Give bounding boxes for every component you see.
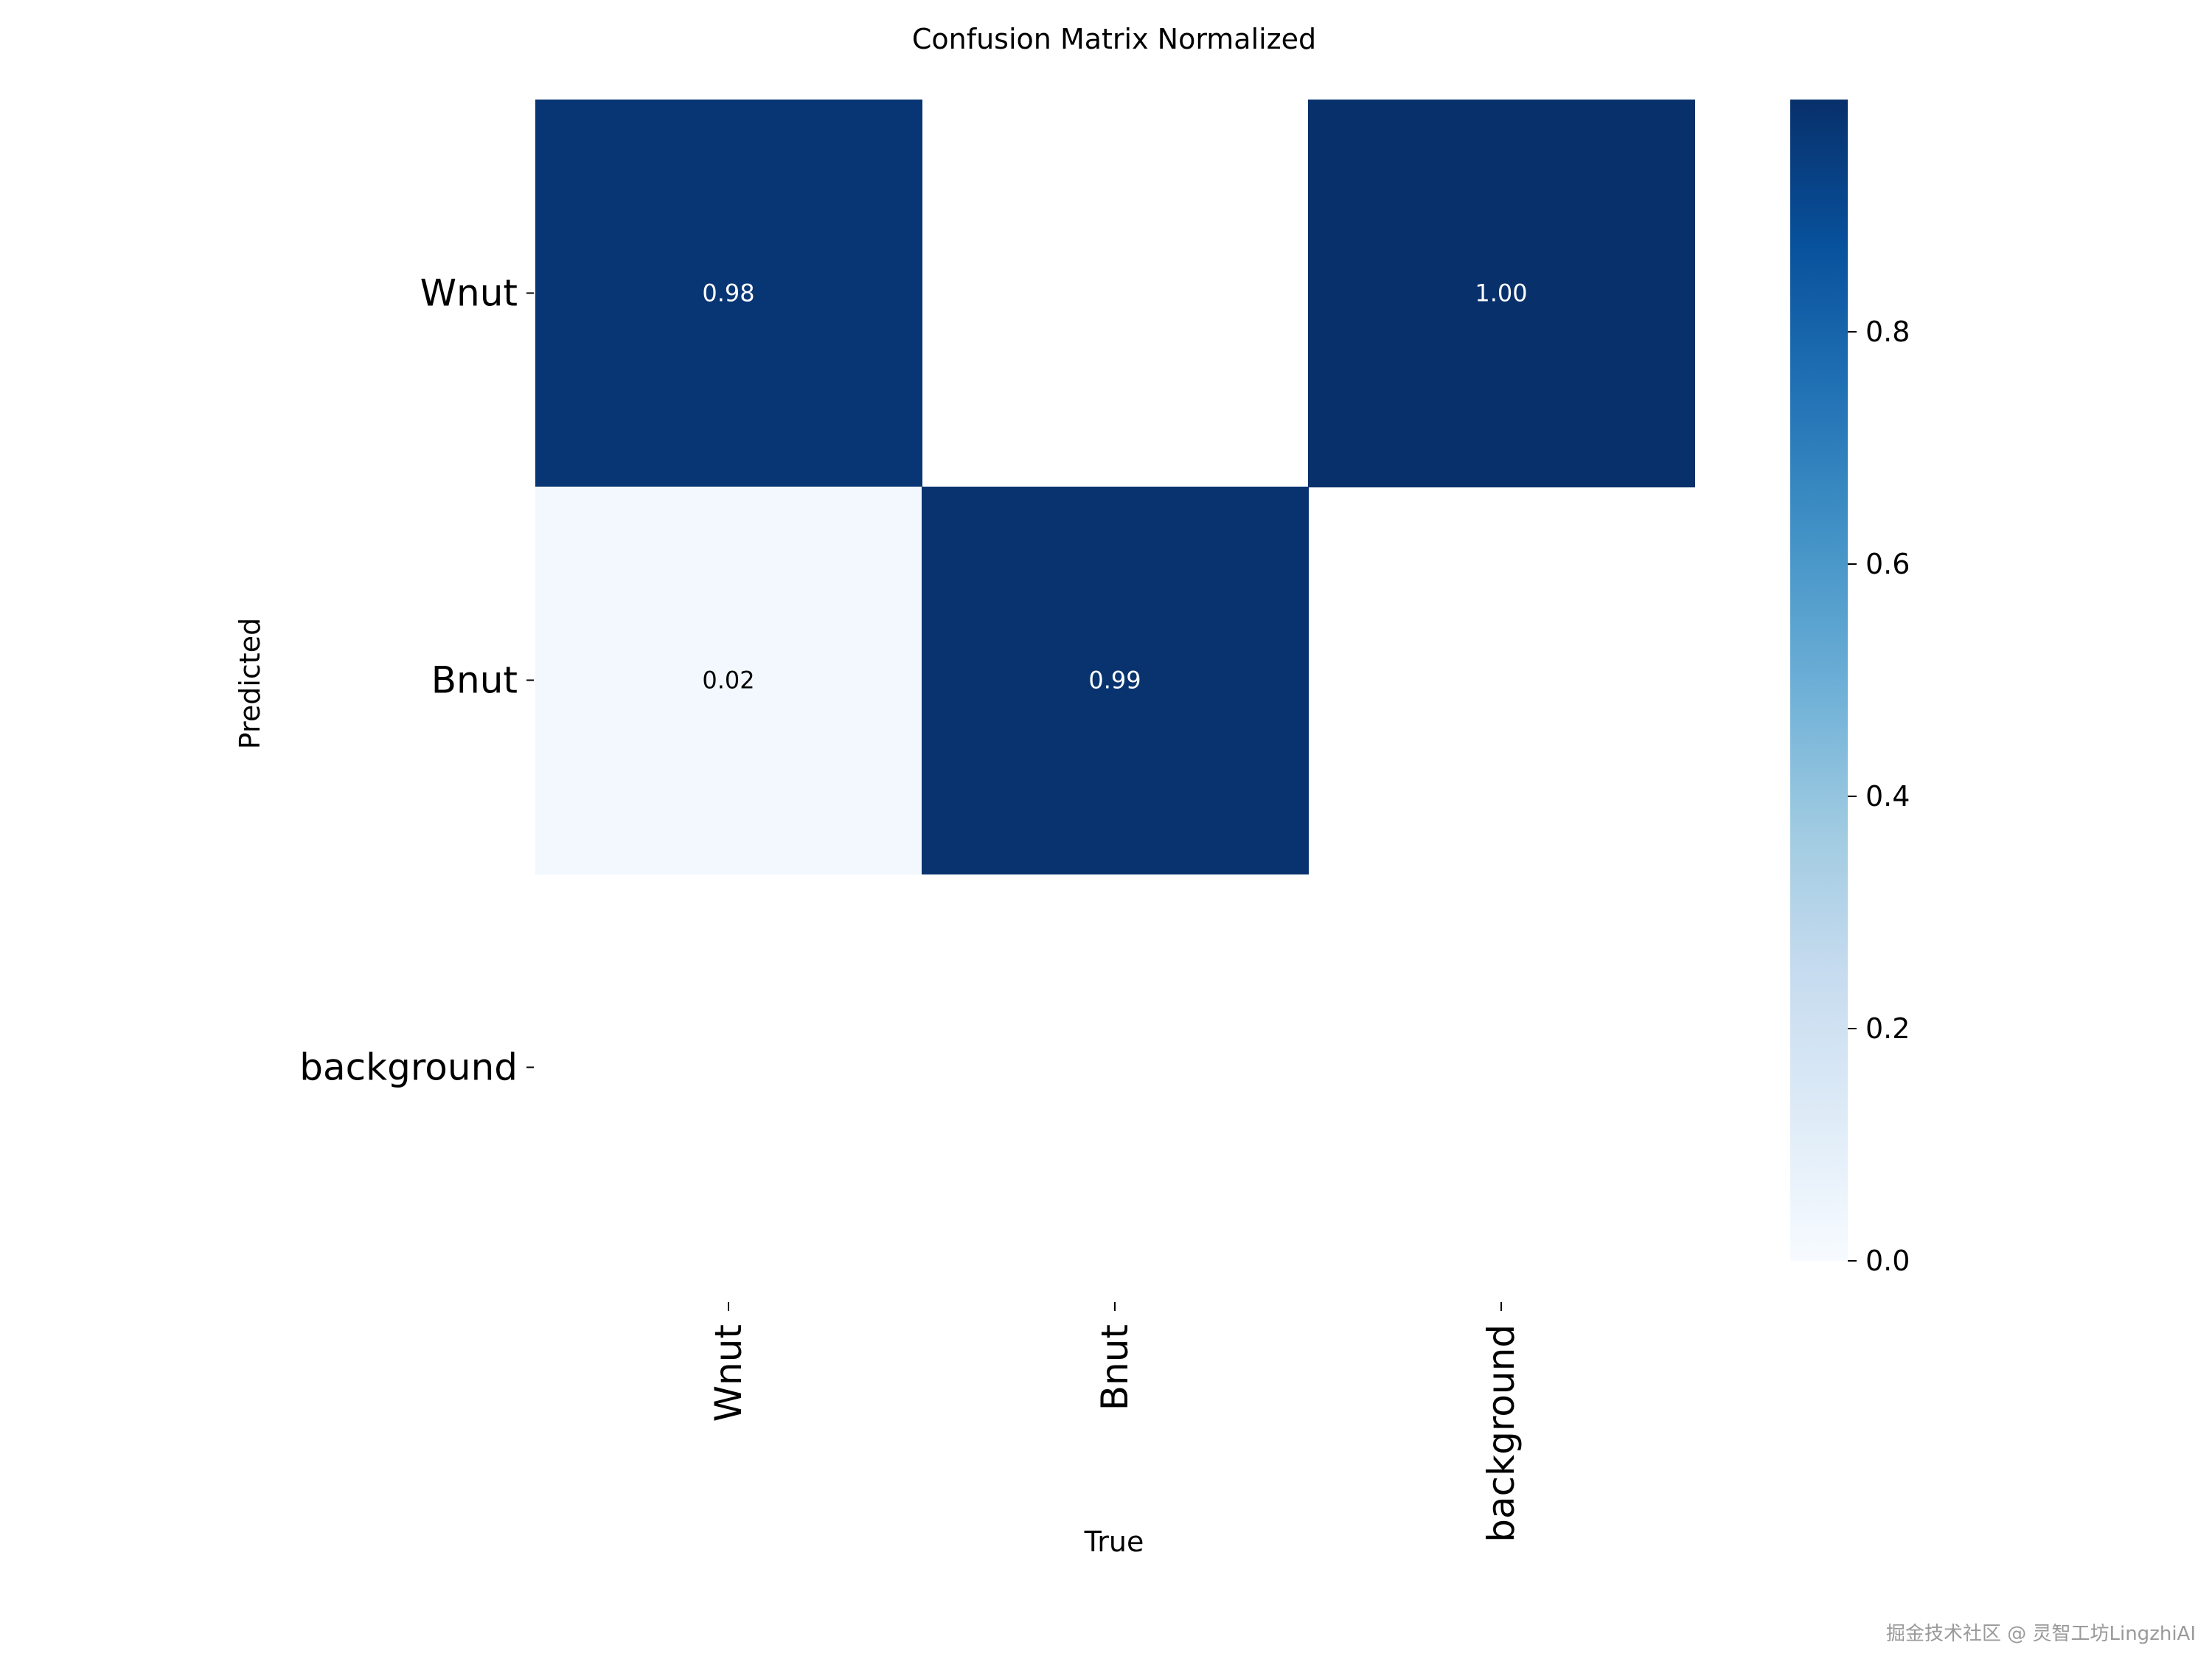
watermark: 掘金技术社区 @ 灵智工坊LingzhiAI — [1885, 1623, 2196, 1645]
colorbar — [1790, 100, 1848, 1261]
colorbar-ticks: 0.0 0.2 0.4 0.6 0.8 — [1848, 316, 1910, 1277]
x-tick-label: Wnut — [707, 1324, 750, 1422]
heatmap-value-labels: 0.98 1.00 0.02 0.99 — [702, 279, 1527, 695]
y-axis-ticks: Wnut Bnut background — [299, 272, 534, 1089]
chart-title: Confusion Matrix Normalized — [912, 23, 1316, 55]
x-tick-label: background — [1480, 1324, 1523, 1543]
colorbar-tick-label: 0.6 — [1865, 548, 1910, 580]
heatmap-cells — [535, 100, 1695, 874]
colorbar-tick-label: 0.0 — [1865, 1245, 1910, 1277]
cell-Bnut-Wnut — [535, 487, 922, 874]
cell-Bnut-Bnut — [922, 487, 1309, 874]
cell-value-label: 0.98 — [702, 279, 754, 307]
y-axis-label: Predicted — [234, 618, 266, 749]
colorbar-tick-label: 0.4 — [1865, 780, 1910, 813]
cell-value-label: 1.00 — [1475, 279, 1527, 307]
cell-Wnut-Wnut — [535, 100, 922, 487]
cell-Wnut-background — [1308, 100, 1695, 487]
colorbar-tick-label: 0.8 — [1865, 316, 1910, 348]
y-tick-label: Bnut — [431, 659, 518, 702]
x-axis-label: True — [1084, 1526, 1144, 1558]
cell-value-label: 0.99 — [1088, 667, 1141, 695]
x-axis-ticks: Wnut Bnut background — [707, 1302, 1523, 1543]
y-tick-label: Wnut — [420, 272, 518, 315]
cell-value-label: 0.02 — [702, 667, 754, 695]
y-tick-label: background — [299, 1046, 518, 1089]
x-tick-label: Bnut — [1093, 1324, 1136, 1411]
colorbar-tick-label: 0.2 — [1865, 1012, 1910, 1045]
